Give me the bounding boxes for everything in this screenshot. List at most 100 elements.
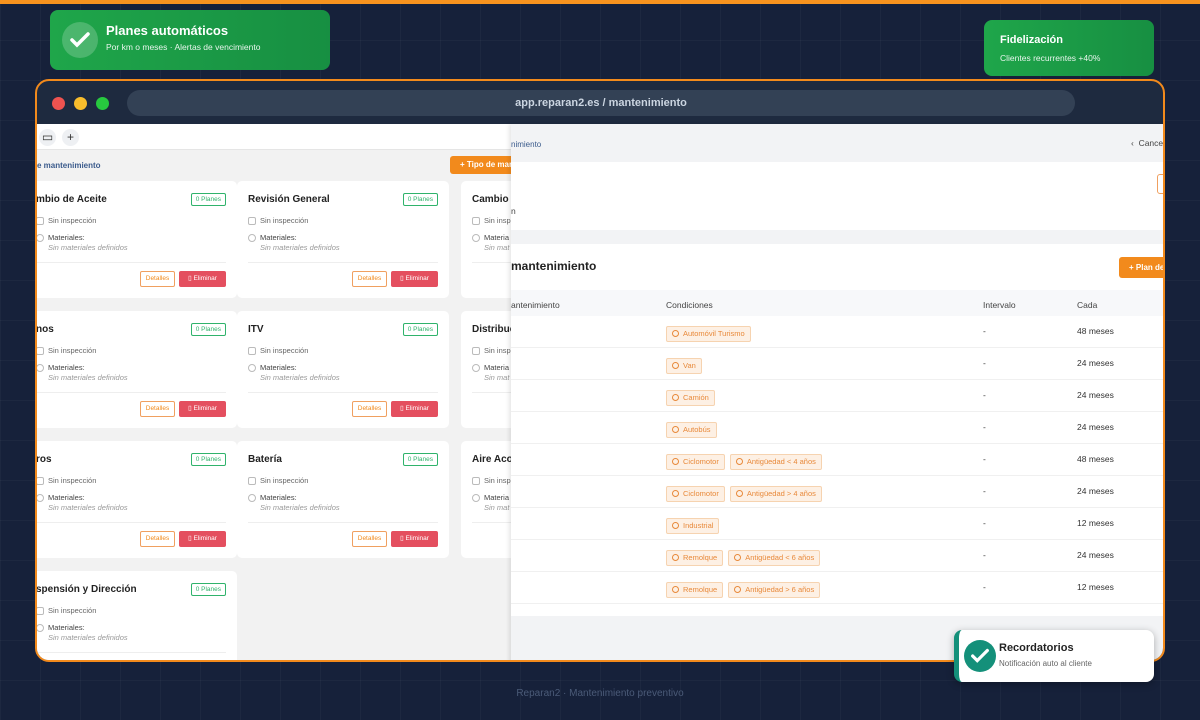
- every-cell: 24 meses: [1077, 390, 1114, 400]
- table-row[interactable]: Ciclomotor Antigüedad < 4 años - 48 meses: [511, 444, 1163, 476]
- check-icon: [62, 22, 98, 58]
- add-plan-button[interactable]: + Plan de man: [1119, 257, 1163, 278]
- materials-label: Materia: [484, 363, 510, 372]
- delete-label: Eliminar: [193, 405, 217, 412]
- vehicle-icon: [672, 426, 679, 433]
- interval-cell: -: [983, 582, 986, 592]
- card-title: Aire Acoı: [472, 454, 513, 465]
- column-header: antenimiento: [511, 300, 560, 310]
- conditions-cell: Van: [666, 355, 707, 374]
- trash-icon: ▯: [188, 535, 194, 542]
- card-title: mbio de Aceite: [37, 194, 107, 205]
- table-row[interactable]: Van - 24 meses: [511, 348, 1163, 380]
- cancel-button[interactable]: ‹ Cance: [1131, 138, 1164, 148]
- materials-icon: [472, 494, 480, 502]
- delete-button[interactable]: ▯ Eliminar: [179, 531, 226, 547]
- address-bar[interactable]: app.reparan2.es / mantenimiento: [127, 90, 1075, 116]
- materials-value: Sin materiales definidos: [260, 243, 340, 252]
- clipboard-icon: [37, 217, 44, 225]
- every-cell: 48 meses: [1077, 326, 1114, 336]
- every-cell: 12 meses: [1077, 582, 1114, 592]
- delete-button[interactable]: ▯ Eliminar: [179, 401, 226, 417]
- vehicle-icon: [672, 490, 679, 497]
- materials-icon: [248, 494, 256, 502]
- delete-button[interactable]: ▯ Eliminar: [179, 271, 226, 287]
- conditions-cell: Remolque Antigüedad > 6 años: [666, 579, 825, 598]
- details-button[interactable]: Detalles: [140, 271, 175, 287]
- condition-chip: Antigüedad < 6 años: [728, 550, 821, 566]
- toast-title: Fidelización: [1000, 34, 1063, 46]
- materials-label: Materiales:: [48, 623, 85, 632]
- divider: [37, 652, 226, 653]
- trash-icon: ▯: [188, 405, 194, 412]
- maintenance-type-card: Distribuc Sin insp Materia Sin mat: [461, 311, 513, 428]
- materials-label: Materiales:: [48, 493, 85, 502]
- maintenance-plans-panel: nimiento ‹ Cance n mantenimiento + Plan …: [511, 124, 1164, 660]
- close-window-button[interactable]: [52, 97, 65, 110]
- add-icon[interactable]: +: [62, 129, 79, 146]
- vehicle-icon: [672, 394, 679, 401]
- materials-icon: [37, 624, 44, 632]
- materials-value: Sin materiales definidos: [48, 373, 128, 382]
- breadcrumb[interactable]: nimiento: [511, 140, 542, 149]
- table-row[interactable]: Automóvil Turismo - 48 meses: [511, 316, 1163, 348]
- card-title: spensión y Dirección: [37, 584, 137, 595]
- card-title: ros: [37, 454, 52, 465]
- condition-label: Ciclomotor: [683, 489, 719, 498]
- table-row[interactable]: Remolque Antigüedad < 6 años - 24 meses: [511, 540, 1163, 572]
- materials-value: Sin materiales definidos: [260, 503, 340, 512]
- table-row[interactable]: Ciclomotor Antigüedad > 4 años - 24 meses: [511, 476, 1163, 508]
- edit-button[interactable]: [1157, 174, 1163, 194]
- details-button[interactable]: Detalles: [140, 531, 175, 547]
- materials-icon: [248, 234, 256, 242]
- interval-cell: -: [983, 550, 986, 560]
- trash-icon: ▯: [400, 405, 406, 412]
- card-title: ITV: [248, 324, 264, 335]
- toast-fidelizacion: Fidelización Clientes recurrentes +40%: [984, 20, 1154, 76]
- details-button[interactable]: Detalles: [352, 531, 387, 547]
- table-row[interactable]: Camión - 24 meses: [511, 380, 1163, 412]
- calendar-icon[interactable]: ▭: [39, 129, 56, 146]
- clipboard-icon: [472, 347, 480, 355]
- interval-cell: -: [983, 486, 986, 496]
- table-row[interactable]: Industrial - 12 meses: [511, 508, 1163, 540]
- delete-button[interactable]: ▯ Eliminar: [391, 271, 438, 287]
- delete-label: Eliminar: [193, 275, 217, 282]
- top-accent-bar: [0, 0, 1200, 4]
- condition-chip: Remolque: [666, 582, 724, 598]
- delete-button[interactable]: ▯ Eliminar: [391, 531, 438, 547]
- vehicle-icon: [672, 458, 679, 465]
- details-button[interactable]: Detalles: [352, 271, 387, 287]
- card-title: Revisión General: [248, 194, 330, 205]
- condition-chip: Autobús: [666, 422, 717, 438]
- delete-button[interactable]: ▯ Eliminar: [391, 401, 438, 417]
- vehicle-icon: [672, 522, 679, 529]
- details-button[interactable]: Detalles: [140, 401, 175, 417]
- condition-label: Industrial: [683, 521, 714, 530]
- condition-label: Antigüedad > 4 años: [746, 489, 816, 498]
- table-row[interactable]: Remolque Antigüedad > 6 años - 12 meses: [511, 572, 1163, 604]
- inspection-text: Sin inspección: [260, 216, 309, 225]
- toolbar: ▭ +: [37, 124, 513, 150]
- details-button[interactable]: Detalles: [352, 401, 387, 417]
- minimize-window-button[interactable]: [74, 97, 87, 110]
- toast-title: Planes automáticos: [106, 23, 229, 38]
- materials-value: Sin materiales definidos: [48, 633, 128, 642]
- divider: [248, 392, 438, 393]
- condition-label: Automóvil Turismo: [683, 329, 745, 338]
- delete-label: Eliminar: [405, 535, 429, 542]
- vehicle-icon: [672, 554, 679, 561]
- maximize-window-button[interactable]: [96, 97, 109, 110]
- add-maintenance-type-button[interactable]: + Tipo de mar: [450, 156, 513, 174]
- delete-label: Eliminar: [405, 275, 429, 282]
- breadcrumb[interactable]: e mantenimiento: [37, 161, 101, 170]
- materials-icon: [472, 234, 480, 242]
- materials-label: Materia: [484, 233, 510, 242]
- card-title: Batería: [248, 454, 282, 465]
- condition-chip: Antigüedad > 6 años: [728, 582, 821, 598]
- table-row[interactable]: Autobús - 24 meses: [511, 412, 1163, 444]
- condition-chip: Automóvil Turismo: [666, 326, 751, 342]
- clipboard-icon: [37, 607, 44, 615]
- footer-text: Reparan2 · Mantenimiento preventivo: [516, 688, 684, 699]
- clock-icon: [735, 458, 743, 465]
